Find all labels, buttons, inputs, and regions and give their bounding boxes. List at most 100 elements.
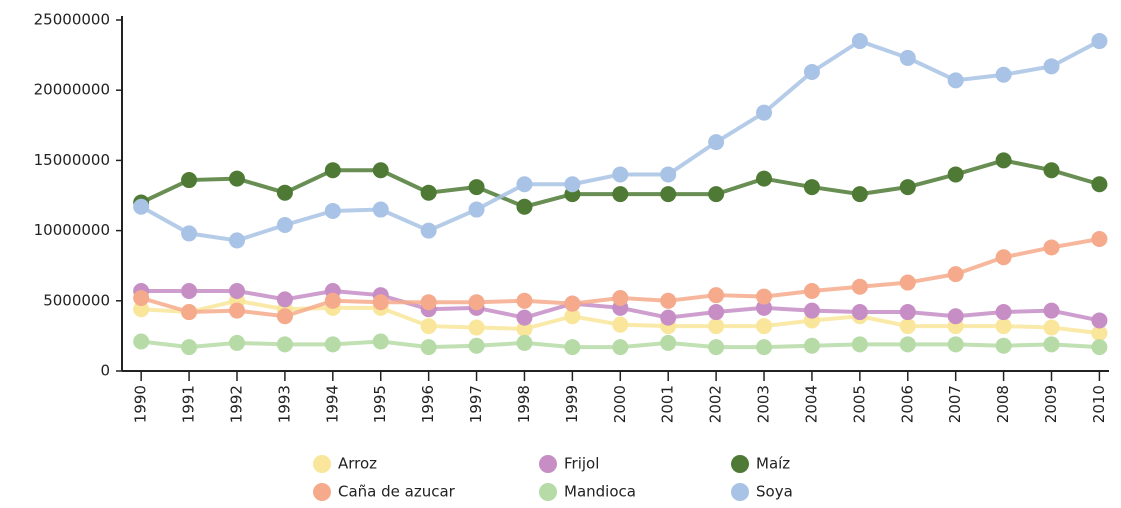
marker — [660, 166, 677, 183]
x-tick-label: 2000 — [611, 385, 629, 423]
marker — [228, 334, 245, 351]
marker — [899, 179, 916, 196]
x-tick-label: 1995 — [371, 385, 389, 423]
marker — [420, 294, 437, 311]
x-tick-label: 1997 — [467, 385, 485, 423]
marker — [899, 274, 916, 291]
marker — [803, 302, 820, 319]
marker — [324, 162, 341, 179]
y-tick-label: 25000000 — [34, 11, 110, 29]
marker — [1091, 312, 1108, 329]
marker — [995, 249, 1012, 266]
marker — [947, 72, 964, 89]
marker — [133, 198, 150, 215]
marker — [324, 292, 341, 309]
x-tick-label: 2004 — [802, 385, 820, 423]
marker — [181, 339, 198, 356]
legend-label: Frijol — [564, 455, 599, 473]
marker — [420, 184, 437, 201]
marker — [516, 198, 533, 215]
marker — [756, 318, 773, 335]
x-tick-label: 1994 — [323, 385, 341, 423]
x-tick-label: 1993 — [275, 385, 293, 423]
marker — [612, 289, 629, 306]
marker — [1091, 325, 1108, 342]
marker — [660, 186, 677, 203]
legend-swatch — [731, 455, 749, 473]
marker — [1043, 58, 1060, 75]
marker — [276, 291, 293, 308]
marker — [708, 339, 725, 356]
marker — [899, 318, 916, 335]
marker — [276, 336, 293, 353]
legend-label: Mandioca — [564, 483, 636, 501]
marker — [133, 289, 150, 306]
marker — [756, 288, 773, 305]
x-tick-label: 2009 — [1042, 385, 1060, 423]
marker — [228, 302, 245, 319]
marker — [995, 152, 1012, 169]
marker — [228, 282, 245, 299]
marker — [516, 292, 533, 309]
marker — [516, 309, 533, 326]
marker — [1043, 162, 1060, 179]
marker — [851, 186, 868, 203]
marker — [228, 232, 245, 249]
marker — [181, 304, 198, 321]
legend-swatch — [313, 483, 331, 501]
marker — [947, 336, 964, 353]
marker — [564, 295, 581, 312]
legend-label: Arroz — [338, 455, 377, 473]
marker — [181, 172, 198, 189]
marker — [1091, 176, 1108, 193]
legend-label: Caña de azucar — [338, 483, 456, 501]
marker — [468, 201, 485, 218]
marker — [708, 134, 725, 151]
marker — [516, 334, 533, 351]
marker — [181, 282, 198, 299]
marker — [851, 278, 868, 295]
marker — [947, 166, 964, 183]
x-tick-label: 1999 — [563, 385, 581, 423]
x-tick-label: 2010 — [1090, 385, 1108, 423]
x-tick-label: 1991 — [180, 385, 198, 423]
marker — [372, 333, 389, 350]
marker — [468, 179, 485, 196]
y-tick-label: 0 — [100, 362, 110, 380]
x-tick-label: 2006 — [898, 385, 916, 423]
marker — [1043, 239, 1060, 256]
marker — [899, 304, 916, 321]
marker — [1043, 302, 1060, 319]
y-tick-label: 5000000 — [43, 291, 110, 309]
y-tick-label: 20000000 — [34, 81, 110, 99]
marker — [995, 304, 1012, 321]
legend-swatch — [313, 455, 331, 473]
marker — [612, 316, 629, 333]
marker — [708, 304, 725, 321]
marker — [276, 216, 293, 233]
marker — [564, 176, 581, 193]
x-tick-label: 1990 — [132, 385, 150, 423]
marker — [276, 308, 293, 325]
marker — [468, 337, 485, 354]
marker — [420, 318, 437, 335]
marker — [851, 304, 868, 321]
series-line — [140, 38, 1101, 243]
x-tick-label: 2007 — [946, 385, 964, 423]
marker — [708, 318, 725, 335]
marker — [564, 339, 581, 356]
legend-swatch — [731, 483, 749, 501]
marker — [564, 308, 581, 325]
marker — [133, 333, 150, 350]
x-tick-label: 2002 — [707, 385, 725, 423]
marker — [660, 334, 677, 351]
marker — [995, 337, 1012, 354]
marker — [1091, 339, 1108, 356]
marker — [851, 336, 868, 353]
marker — [324, 202, 341, 219]
marker — [468, 319, 485, 336]
marker — [756, 339, 773, 356]
marker — [803, 179, 820, 196]
marker — [660, 292, 677, 309]
